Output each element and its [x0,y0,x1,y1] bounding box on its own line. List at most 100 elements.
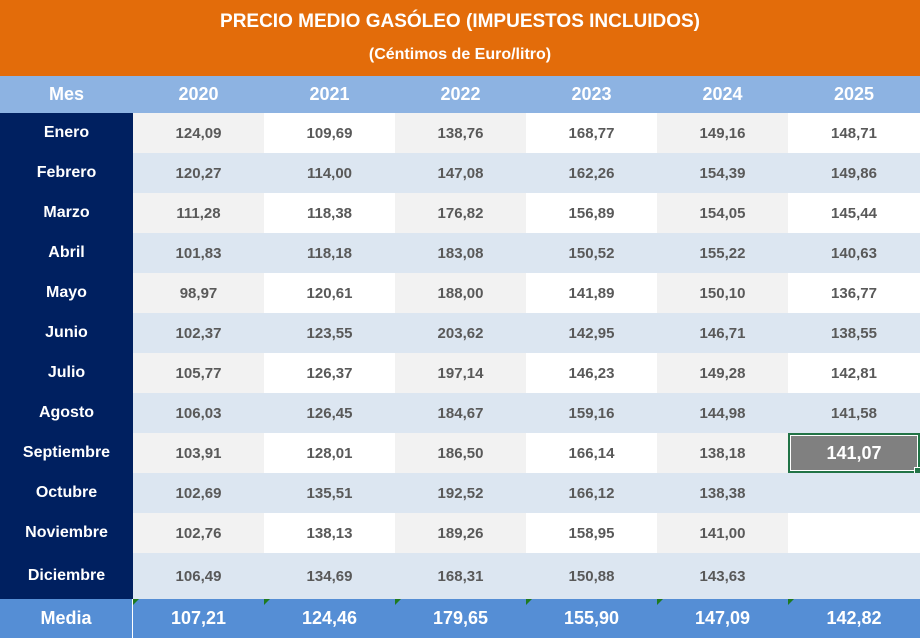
price-cell[interactable]: 146,23 [526,353,657,393]
price-cell[interactable]: 188,00 [395,273,526,313]
price-cell[interactable]: 142,81 [788,353,920,393]
price-cell[interactable]: 168,77 [526,113,657,153]
price-cell[interactable]: 197,14 [395,353,526,393]
month-label[interactable]: Julio [0,353,133,393]
header-year[interactable]: 2024 [702,84,743,104]
price-cell[interactable]: 136,77 [788,273,920,313]
price-cell[interactable]: 142,95 [526,313,657,353]
media-cell[interactable]: 155,90 [526,599,657,638]
header-year[interactable]: 2021 [309,84,350,104]
price-cell[interactable]: 106,03 [133,393,264,433]
price-cell[interactable]: 149,16 [657,113,788,153]
price-cell[interactable] [788,553,920,599]
price-cell[interactable]: 140,63 [788,233,920,273]
media-cell[interactable]: 142,82 [788,599,920,638]
media-label[interactable]: Media [0,599,133,638]
price-cell[interactable]: 118,38 [264,193,395,233]
price-cell[interactable]: 149,28 [657,353,788,393]
price-cell[interactable]: 183,08 [395,233,526,273]
header-year[interactable]: 2020 [178,84,219,104]
price-cell[interactable]: 141,89 [526,273,657,313]
header-month[interactable]: Mes [48,84,84,104]
price-cell[interactable]: 120,61 [264,273,395,313]
price-cell[interactable] [788,513,920,553]
price-cell[interactable]: 158,95 [526,513,657,553]
price-cell[interactable]: 102,69 [133,473,264,513]
price-cell[interactable]: 135,51 [264,473,395,513]
price-cell[interactable]: 126,37 [264,353,395,393]
price-cell[interactable]: 138,38 [657,473,788,513]
price-cell[interactable]: 111,28 [133,193,264,233]
price-cell[interactable]: 98,97 [133,273,264,313]
price-cell[interactable]: 138,18 [657,433,788,473]
table-row: Julio 105,77 126,37 197,14 146,23 149,28 142,8… [0,353,920,393]
price-cell[interactable]: 189,26 [395,513,526,553]
price-cell[interactable]: 147,08 [395,153,526,193]
month-label[interactable]: Diciembre [0,553,133,599]
price-cell[interactable]: 159,16 [526,393,657,433]
price-cell[interactable]: 162,26 [526,153,657,193]
month-label[interactable]: Marzo [0,193,133,233]
price-cell[interactable]: 128,01 [264,433,395,473]
media-cell[interactable]: 147,09 [657,599,788,638]
price-cell[interactable]: 203,62 [395,313,526,353]
price-cell[interactable]: 102,76 [133,513,264,553]
month-label[interactable]: Septiembre [0,433,133,473]
price-cell[interactable]: 143,63 [657,553,788,599]
price-cell[interactable]: 141,58 [788,393,920,433]
media-cell[interactable]: 107,21 [133,599,264,638]
price-cell[interactable]: 123,55 [264,313,395,353]
header-year[interactable]: 2025 [833,84,875,104]
media-cell[interactable]: 179,65 [395,599,526,638]
price-cell[interactable]: 150,52 [526,233,657,273]
month-label[interactable]: Febrero [0,153,133,193]
media-cell[interactable]: 124,46 [264,599,395,638]
price-cell[interactable]: 141,00 [657,513,788,553]
price-cell[interactable]: 166,12 [526,473,657,513]
price-cell[interactable]: 105,77 [133,353,264,393]
price-cell[interactable]: 106,49 [133,553,264,599]
price-cell[interactable]: 146,71 [657,313,788,353]
price-cell[interactable]: 138,55 [788,313,920,353]
price-cell[interactable]: 149,86 [788,153,920,193]
price-cell[interactable]: 124,09 [133,113,264,153]
price-cell[interactable]: 109,69 [264,113,395,153]
price-cell[interactable]: 103,91 [133,433,264,473]
price-cell[interactable]: 134,69 [264,553,395,599]
month-label[interactable]: Mayo [0,273,133,313]
price-cell[interactable]: 145,44 [788,193,920,233]
selected-cell[interactable]: 141,07 [788,433,920,475]
price-cell[interactable]: 138,13 [264,513,395,553]
price-cell[interactable]: 138,76 [395,113,526,153]
header-year[interactable]: 2023 [571,84,612,104]
price-cell[interactable]: 155,22 [657,233,788,273]
header-year[interactable]: 2022 [440,84,481,104]
price-cell[interactable]: 114,00 [264,153,395,193]
month-label[interactable]: Enero [0,113,133,153]
month-label[interactable]: Agosto [0,393,133,433]
price-cell[interactable]: 148,71 [788,113,920,153]
price-cell[interactable]: 102,37 [133,313,264,353]
price-cell[interactable]: 156,89 [526,193,657,233]
price-cell[interactable]: 154,05 [657,193,788,233]
price-cell[interactable]: 168,31 [395,553,526,599]
month-label[interactable]: Noviembre [0,513,133,553]
price-cell[interactable] [788,473,920,513]
month-label[interactable]: Octubre [0,473,133,513]
month-label[interactable]: Abril [0,233,133,273]
price-cell[interactable]: 144,98 [657,393,788,433]
price-cell[interactable]: 120,27 [133,153,264,193]
price-cell[interactable]: 118,18 [264,233,395,273]
price-cell[interactable]: 150,10 [657,273,788,313]
price-cell[interactable]: 150,88 [526,553,657,599]
price-cell[interactable]: 154,39 [657,153,788,193]
price-cell[interactable]: 176,82 [395,193,526,233]
price-cell[interactable]: 184,67 [395,393,526,433]
price-cell[interactable]: 192,52 [395,473,526,513]
price-cell[interactable]: 126,45 [264,393,395,433]
price-cell[interactable]: 101,83 [133,233,264,273]
price-cell[interactable]: 186,50 [395,433,526,473]
price-cell[interactable]: 166,14 [526,433,657,473]
media-value: 107,21 [170,608,227,628]
month-label[interactable]: Junio [0,313,133,353]
